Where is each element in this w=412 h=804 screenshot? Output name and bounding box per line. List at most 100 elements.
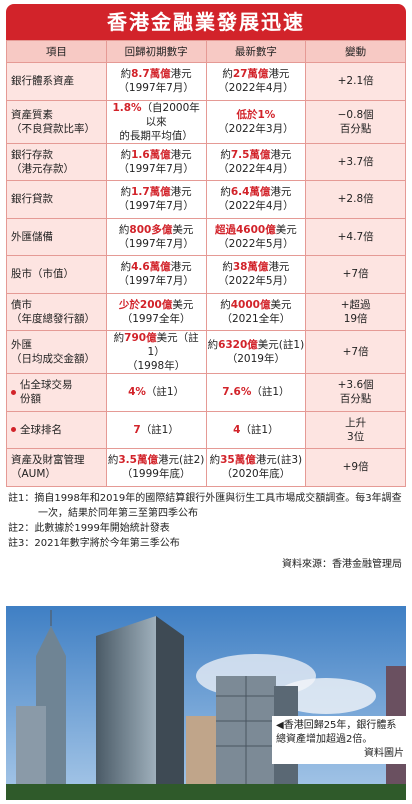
item-text: 銀行貸款 (11, 192, 105, 206)
highlight-run: 27萬億 (232, 68, 269, 81)
item-text: 佔全球交易 份額 (20, 378, 73, 406)
text-run: （1997全年） (121, 312, 191, 325)
table-row: 銀行存款 （港元存款） 約1.6萬億港元 （1997年7月） 約7.5萬億港元 （2022… (6, 142, 406, 181)
text-run: 港元(註3) (255, 454, 303, 467)
latest-cell: 約35萬億港元(註3) （2020年底） (205, 448, 307, 487)
latest-cell: 約6320億美元(註1) （2019年） (205, 330, 307, 374)
cell-line: 7.6%（註1） (208, 385, 305, 399)
table-row: 佔全球交易 份額 4%（註1） 7.6%（註1） +3.6個 百分點 (6, 373, 406, 412)
highlight-run: 4 (233, 423, 241, 436)
column-header: 最新數字 (205, 40, 307, 63)
text-run: 約 (209, 454, 221, 467)
early-cell: 1.8%（自2000年以來 的長期平均值） (105, 99, 207, 144)
highlight-run: 800多億 (129, 223, 173, 236)
latest-cell: 約7.5萬億港元 （2022年4月） (205, 142, 307, 181)
text-run: （2021全年） (221, 312, 291, 325)
item-cell: 銀行體系資產 (6, 62, 107, 101)
text-run: 約 (220, 186, 231, 199)
cell-line: 低於1% (208, 108, 305, 122)
text-run: 約 (120, 68, 132, 81)
text-run: 美元 (275, 223, 297, 236)
latest-cell: 約6.4萬億港元 （2022年4月） (205, 180, 307, 219)
latest-cell: 4（註1） (205, 410, 307, 449)
text-run: 港元(註2) (157, 454, 205, 467)
text-run: 港元 (268, 68, 290, 81)
table-row: 股市（市值） 約4.6萬億港元 （1997年7月） 約38萬億港元 （2022年5月） +… (6, 255, 406, 294)
early-cell: 約4.6萬億港元 （1997年7月） (105, 255, 207, 294)
cell-line: （2022年4月） (208, 162, 305, 176)
text-run: 約 (120, 148, 132, 161)
column-header: 項目 (6, 40, 107, 63)
cell-line: （2022年5月） (208, 274, 305, 288)
item-text: 外匯 （日均成交金額） (11, 338, 105, 366)
item-cell: 銀行存款 （港元存款） (6, 142, 107, 181)
note: 註2：此數據於1999年開始統計發表 (8, 522, 170, 534)
cell-line: 約1.6萬億港元 (108, 148, 205, 162)
item-cell: 銀行貸款 (6, 180, 107, 219)
text-run: 港元 (170, 68, 192, 81)
highlight-run: 4.6萬億 (131, 261, 171, 274)
cell-line: +2.8倍 (337, 193, 374, 206)
highlight-run: 7 (133, 423, 141, 436)
latest-cell: 約38萬億港元 （2022年5月） (205, 255, 307, 294)
table-row: 銀行貸款 約1.7萬億港元 （1997年7月） 約6.4萬億港元 （2022年4月） +2… (6, 180, 406, 219)
cell-line: 銀行體系資產 (11, 75, 74, 88)
early-cell: 4%（註1） (105, 373, 207, 412)
cell-line: （2022年3月） (208, 122, 305, 136)
latest-cell: 約4000億美元 （2021全年） (205, 292, 307, 331)
change-cell: +2.1倍 (305, 62, 406, 101)
cell-line: 資產質素 (11, 108, 53, 121)
item-cell: 債市 （年度總發行額） (6, 292, 107, 331)
cell-line: 佔全球交易 (20, 379, 73, 392)
table-row: 資產質素 （不良貸款比率） 1.8%（自2000年以來 的長期平均值） 低於1% （202… (6, 99, 406, 144)
cell-line: 約4.6萬億港元 (108, 260, 205, 274)
notes: 註1：摘自1998年和2019年的國際結算銀行外匯與衍生工具市場成交額調查。每3… (8, 491, 404, 551)
cell-line: 債市 (11, 298, 32, 311)
text-run: （2022年5月） (218, 237, 294, 250)
bullet (11, 427, 16, 433)
cell-line: 約35萬億港元(註3) (208, 453, 305, 467)
text-run: （1997年7月） (118, 275, 194, 288)
change-cell: +7倍 (305, 330, 406, 374)
text-run: （2020年底） (221, 468, 291, 481)
text-run: 港元 (270, 186, 292, 199)
text-run: （2022年4月） (218, 200, 294, 213)
text-run: （2022年5月） (218, 275, 294, 288)
early-cell: 7（註1） (105, 410, 207, 449)
photo-credit: 資料圖片 (364, 748, 404, 759)
page: 香港金融業發展迅速 項目 回歸初期數字 最新數字 變動 銀行體系資產 約8.7萬億港元 （1… (0, 4, 412, 804)
cell-line: 股市（市值） (11, 268, 74, 281)
text-run: （註1） (145, 386, 185, 399)
note: 註3：2021年數字將於今年第三季公布 (8, 537, 180, 549)
early-cell: 約8.7萬億港元 （1997年7月） (105, 62, 207, 101)
cell-line: （不良貸款比率） (11, 122, 95, 135)
text-run: （2019年） (226, 353, 285, 365)
cell-line: 約800多億美元 (108, 223, 205, 237)
data-table: 項目 回歸初期數字 最新數字 變動 銀行體系資產 約8.7萬億港元 （1997年7月） 約27… (6, 40, 406, 487)
change-cell: +9倍 (305, 448, 406, 487)
highlight-run: 35萬億 (220, 454, 256, 467)
highlight-run: 3.5萬億 (118, 454, 158, 467)
text-run: （註1） (140, 423, 179, 436)
item-cell: 佔全球交易 份額 (6, 373, 107, 412)
cell-line: （AUM） (11, 468, 56, 481)
cell-line: 約6.4萬億港元 (208, 185, 305, 199)
text-run: 美元(註1) (257, 339, 305, 351)
item-cell: 資產質素 （不良貸款比率） (6, 99, 107, 144)
early-cell: 約790億美元（註1） （1998年） (105, 330, 207, 374)
cell-line: 約7.5萬億港元 (208, 148, 305, 162)
change-cell: 上升 3位 (305, 410, 406, 449)
source: 資料來源：香港金融管理局 (282, 558, 402, 570)
cell-line: （2022年4月） (208, 81, 305, 95)
cell-line: 資產及財富管理 (11, 454, 85, 467)
cell-line: （日均成交金額） (11, 353, 95, 365)
item-text: 銀行存款 （港元存款） (11, 148, 105, 176)
highlight-run: 低於1% (236, 108, 276, 121)
text-run: 美元（註1） (147, 332, 199, 358)
text-run: 美元 (172, 298, 194, 311)
cell-line: （2020年底） (208, 467, 305, 481)
text-run: 約 (113, 332, 125, 344)
item-cell: 外匯 （日均成交金額） (6, 330, 107, 374)
cell-line: 約790億美元（註1） (108, 331, 205, 359)
text-run: （1997年7月） (118, 82, 194, 95)
